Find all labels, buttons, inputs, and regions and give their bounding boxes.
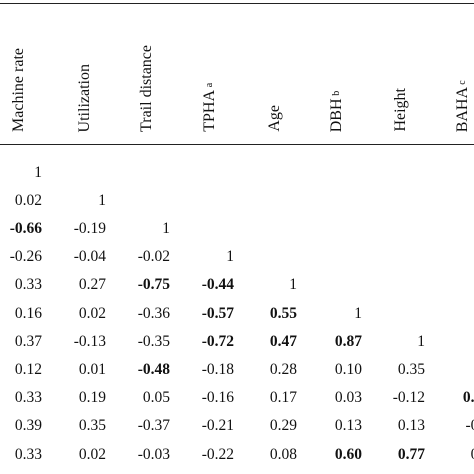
column-header-height: Height	[392, 88, 409, 132]
column-header-label: DBH	[328, 98, 345, 132]
column-header-dbh: DBH b	[328, 91, 345, 132]
table-cell: 0.08	[269, 446, 297, 463]
table-cell: -0.12	[392, 389, 425, 406]
table-cell: 0.29	[269, 417, 297, 434]
table-cell: 1	[417, 333, 425, 350]
table-cell: 0.03	[334, 389, 362, 406]
table-cell: 1	[162, 220, 170, 237]
table-cell: 0.87	[334, 333, 362, 350]
table-cell: -0.16	[201, 389, 234, 406]
column-header-utilization: Utilization	[76, 64, 93, 132]
table-cell: 0.60	[334, 446, 362, 463]
table-cell: 0.02	[78, 446, 106, 463]
table-cell: 1	[34, 164, 42, 181]
column-header-footnote-mark: c	[457, 79, 468, 87]
table-cell: 0.35	[78, 417, 106, 434]
table-cell: -0.03	[137, 446, 170, 463]
column-header-label: Machine rate	[10, 48, 27, 132]
table-cell: 0.13	[334, 417, 362, 434]
table-cell: -0.22	[201, 446, 234, 463]
table-cell: -0.36	[137, 305, 170, 322]
column-header-label: Trail distance	[138, 45, 155, 132]
table-cell: 0.35	[397, 361, 425, 378]
table-cell: -0.44	[201, 276, 234, 293]
table-cell: 0.55	[269, 305, 297, 322]
table-cell: -0.2	[465, 417, 474, 434]
table-cell: 0.28	[269, 361, 297, 378]
table-cell: 0.77	[397, 446, 425, 463]
table-cell: 0.19	[78, 389, 106, 406]
column-header-machine-rate: Machine rate	[10, 48, 27, 132]
column-header-footnote-mark: a	[204, 83, 215, 91]
table-cell: 0.33	[14, 446, 42, 463]
column-header-label: TPHA	[201, 90, 218, 132]
table-cell: 0.27	[78, 276, 106, 293]
table-top-rule	[0, 3, 474, 4]
table-cell: 0.13	[397, 417, 425, 434]
column-header-age: Age	[266, 105, 283, 132]
table-cell: -0.37	[137, 417, 170, 434]
table-cell: 0.02	[14, 192, 42, 209]
table-cell: 0.05	[142, 389, 170, 406]
column-header-footnote-mark: b	[331, 90, 342, 99]
table-cell: -0.35	[137, 333, 170, 350]
table-cell: -0.18	[201, 361, 234, 378]
table-cell: 0.39	[14, 417, 42, 434]
table-cell: 1	[98, 192, 106, 209]
table-cell: -0.13	[73, 333, 106, 350]
column-header-label: Utilization	[76, 63, 93, 132]
table-cell: 0.3	[430, 446, 474, 464]
table-cell: 0.16	[14, 305, 42, 322]
column-header-label: Height	[392, 88, 409, 132]
table-cell: -0.02	[137, 248, 170, 265]
table-cell: -0.57	[201, 305, 234, 322]
table-cell: 0.37	[14, 333, 42, 350]
table-cell: -0.26	[9, 248, 42, 265]
column-header-baha: BAHA c	[454, 80, 471, 132]
table-cell: 0.01	[78, 361, 106, 378]
column-header-trail-distance: Trail distance	[138, 45, 155, 132]
table-cell: -0.72	[201, 333, 234, 350]
table-cell: -0.66	[9, 220, 42, 237]
table-cell: 0.47	[269, 333, 297, 350]
column-header-label: Age	[266, 105, 283, 132]
table-cell: -0.48	[137, 361, 170, 378]
column-header-tpha: TPHA a	[201, 83, 218, 132]
column-header-label: BAHA	[454, 86, 471, 132]
table-cell: -0.75	[137, 276, 170, 293]
table-cell: 0.10	[334, 361, 362, 378]
table-cell: -0.21	[201, 417, 234, 434]
table-cell: 0.02	[78, 305, 106, 322]
table-cell: 0.56	[462, 389, 474, 406]
table-cell: 0.33	[14, 276, 42, 293]
table-cell: 1	[226, 248, 234, 265]
header-bottom-rule	[0, 144, 474, 145]
table-cell: 0.17	[269, 389, 297, 406]
table-cell: 1	[354, 305, 362, 322]
table-cell: -0.19	[73, 220, 106, 237]
table-cell: 0.33	[14, 389, 42, 406]
table-cell: -0.04	[73, 248, 106, 265]
table-cell: 0.12	[14, 361, 42, 378]
table-cell: 1	[289, 276, 297, 293]
